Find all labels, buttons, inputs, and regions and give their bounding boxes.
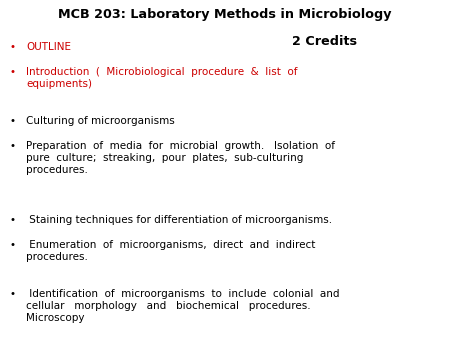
Text: Culturing of microorganisms: Culturing of microorganisms bbox=[26, 116, 175, 126]
Text: •: • bbox=[10, 141, 16, 151]
Text: •: • bbox=[10, 289, 16, 299]
Text: •: • bbox=[10, 42, 16, 52]
Text: Identification  of  microorganisms  to  include  colonial  and
cellular   morpho: Identification of microorganisms to incl… bbox=[26, 289, 340, 323]
Text: Preparation  of  media  for  microbial  growth.   Isolation  of
pure  culture;  : Preparation of media for microbial growt… bbox=[26, 141, 335, 175]
Text: MCB 203: Laboratory Methods in Microbiology: MCB 203: Laboratory Methods in Microbiol… bbox=[58, 8, 392, 21]
Text: •: • bbox=[10, 215, 16, 225]
Text: 2 Credits: 2 Credits bbox=[292, 35, 356, 48]
Text: •: • bbox=[10, 240, 16, 250]
Text: Staining techniques for differentiation of microorganisms.: Staining techniques for differentiation … bbox=[26, 215, 332, 225]
Text: Introduction  (  Microbiological  procedure  &  list  of
equipments): Introduction ( Microbiological procedure… bbox=[26, 67, 297, 89]
Text: •: • bbox=[10, 116, 16, 126]
Text: Enumeration  of  microorganisms,  direct  and  indirect
procedures.: Enumeration of microorganisms, direct an… bbox=[26, 240, 315, 262]
Text: •: • bbox=[10, 67, 16, 77]
Text: OUTLINE: OUTLINE bbox=[26, 42, 71, 52]
